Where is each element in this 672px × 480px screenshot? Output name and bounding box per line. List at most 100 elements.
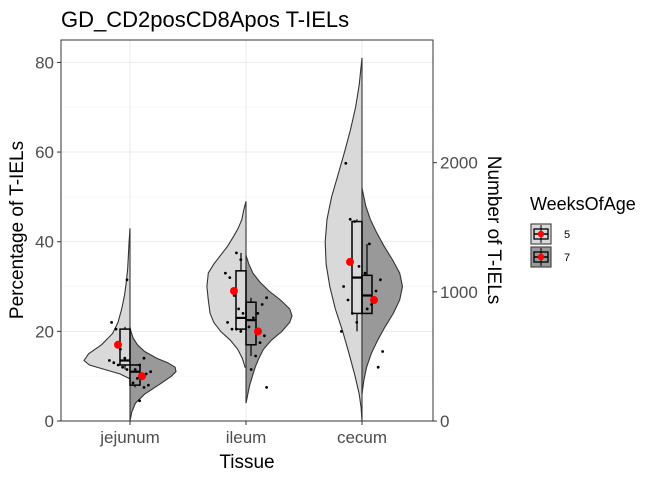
y2-axis-title: Number of T-IELs bbox=[483, 156, 504, 305]
data-point-jejunum-7 bbox=[131, 381, 135, 385]
data-point-ileum-5 bbox=[241, 312, 245, 315]
mean-point-cecum-5 bbox=[346, 257, 354, 266]
violin-jejunum-7 bbox=[129, 326, 177, 422]
data-point-jejunum-7 bbox=[142, 386, 146, 389]
data-point-cecum-5 bbox=[342, 285, 345, 288]
data-point-ileum-5 bbox=[239, 258, 243, 261]
data-point-jejunum-5 bbox=[125, 368, 129, 371]
data-point-cecum-7 bbox=[379, 278, 382, 282]
data-point-jejunum-5 bbox=[123, 356, 127, 360]
data-point-ileum-7 bbox=[256, 312, 260, 315]
data-point-cecum-5 bbox=[340, 330, 343, 333]
violins bbox=[83, 57, 404, 422]
boxplots bbox=[119, 219, 373, 388]
mean-point-jejunum-7 bbox=[138, 372, 146, 381]
data-point-ileum-7 bbox=[265, 296, 268, 300]
box-cecum-5 bbox=[351, 220, 363, 315]
y-tick-label: 40 bbox=[35, 233, 54, 252]
data-point-cecum-7 bbox=[381, 350, 384, 353]
box-cecum-7 bbox=[361, 274, 373, 315]
data-point-ileum-5 bbox=[226, 321, 230, 324]
data-point-cecum-5 bbox=[346, 298, 350, 302]
chart-title: GD_CD2posCD8Apos T-IELs bbox=[61, 7, 349, 32]
violin-cecum-5 bbox=[324, 57, 363, 422]
data-point-cecum-5 bbox=[348, 217, 352, 221]
data-point-ileum-7 bbox=[260, 303, 264, 306]
y2-tick-label: 2000 bbox=[440, 154, 478, 173]
data-point-jejunum-5 bbox=[119, 347, 122, 351]
legend: WeeksOfAge 5 7 bbox=[530, 194, 636, 268]
data-point-cecum-5 bbox=[357, 265, 361, 268]
data-point-jejunum-7 bbox=[138, 363, 142, 367]
legend-key-mean-7 bbox=[537, 253, 545, 261]
mean-point-ileum-5 bbox=[230, 287, 238, 295]
data-point-ileum-7 bbox=[249, 368, 253, 371]
legend-title: WeeksOfAge bbox=[530, 194, 636, 214]
violin-jejunum-5 bbox=[83, 228, 131, 379]
data-point-cecum-7 bbox=[374, 289, 378, 293]
left-axis: 0 20 40 60 80 bbox=[35, 53, 61, 431]
mean-point-cecum-7 bbox=[370, 296, 378, 304]
data-point-jejunum-7 bbox=[136, 377, 139, 380]
legend-key-mean-5 bbox=[537, 230, 545, 238]
x-tick-label-ileum: ileum bbox=[226, 428, 267, 447]
data-point-ileum-7 bbox=[263, 334, 266, 338]
x-axis: jejunum ileum cecum bbox=[99, 421, 387, 447]
x-axis-title: Tissue bbox=[219, 452, 274, 473]
data-point-ileum-5 bbox=[228, 276, 232, 279]
data-point-jejunum-5 bbox=[110, 321, 113, 324]
data-point-cecum-7 bbox=[376, 365, 380, 369]
data-point-jejunum-5 bbox=[112, 361, 116, 365]
y-tick-label: 80 bbox=[35, 53, 54, 72]
data-point-ileum-7 bbox=[252, 316, 255, 320]
data-point-cecum-5 bbox=[351, 312, 354, 315]
box-ileum-7 bbox=[245, 301, 257, 346]
data-point-cecum-5 bbox=[353, 220, 356, 223]
data-point-cecum-7 bbox=[365, 307, 369, 311]
x-tick-label-cecum: cecum bbox=[337, 428, 387, 447]
data-point-cecum-7 bbox=[370, 303, 373, 306]
y-tick-label: 0 bbox=[45, 412, 54, 431]
y-tick-label: 60 bbox=[35, 143, 54, 162]
data-point-jejunum-5 bbox=[108, 359, 111, 362]
data-point-jejunum-7 bbox=[133, 368, 137, 371]
data-point-ileum-7 bbox=[265, 386, 268, 389]
data-point-jejunum-5 bbox=[125, 278, 129, 282]
x-tick-label-jejunum: jejunum bbox=[99, 428, 160, 447]
data-point-jejunum-7 bbox=[149, 370, 153, 374]
y-axis-title: Percentage of T-IELs bbox=[7, 141, 28, 319]
data-point-jejunum-5 bbox=[116, 363, 120, 367]
data-point-ileum-5 bbox=[235, 251, 238, 255]
y2-tick-label: 0 bbox=[440, 412, 449, 431]
data-point-ileum-7 bbox=[247, 325, 251, 329]
mean-point-ileum-7 bbox=[254, 327, 262, 336]
data-point-jejunum-5 bbox=[114, 327, 118, 331]
y2-tick-label: 1000 bbox=[440, 283, 478, 302]
data-point-cecum-7 bbox=[368, 242, 371, 246]
data-point-cecum-5 bbox=[355, 321, 359, 324]
data-point-ileum-5 bbox=[239, 330, 243, 333]
y-tick-label: 20 bbox=[35, 322, 54, 341]
violin-ileum-5 bbox=[206, 201, 247, 368]
data-point-jejunum-5 bbox=[121, 365, 124, 369]
data-point-cecum-5 bbox=[344, 161, 348, 165]
data-point-ileum-7 bbox=[258, 341, 262, 344]
data-point-jejunum-7 bbox=[142, 356, 146, 360]
data-point-cecum-7 bbox=[363, 271, 367, 275]
violin-cecum-7 bbox=[361, 187, 404, 395]
data-point-ileum-5 bbox=[230, 327, 234, 331]
data-point-ileum-5 bbox=[237, 307, 241, 311]
data-point-ileum-5 bbox=[235, 327, 238, 331]
panel-border bbox=[60, 39, 434, 422]
data-point-jejunum-7 bbox=[147, 383, 150, 387]
data-point-ileum-5 bbox=[224, 271, 227, 275]
data-point-jejunum-7 bbox=[138, 399, 142, 403]
right-axis: 0 1000 2000 bbox=[433, 154, 478, 431]
box-ileum-5 bbox=[235, 270, 247, 330]
mean-point-jejunum-5 bbox=[114, 340, 122, 349]
legend-label-5: 5 bbox=[564, 229, 570, 241]
violin-ileum-7 bbox=[245, 255, 293, 404]
data-point-ileum-7 bbox=[254, 354, 257, 358]
mean-points bbox=[114, 257, 378, 381]
